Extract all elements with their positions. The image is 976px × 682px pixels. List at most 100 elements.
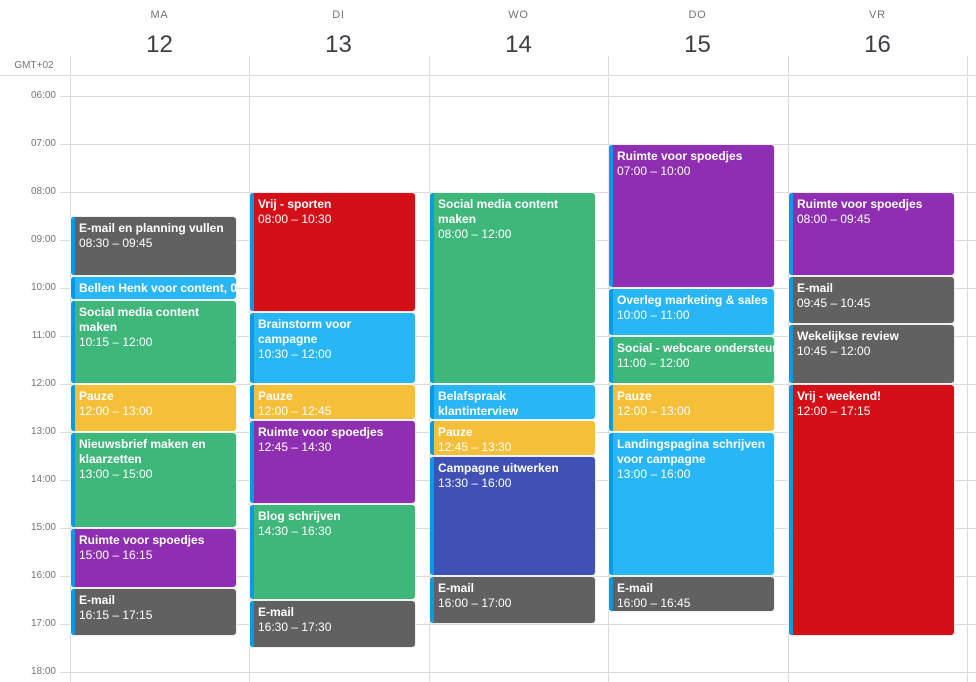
event-title: Ruimte voor spoedjes [79,533,205,547]
event-title: E-mail [258,605,295,619]
day-abbr: VR [869,9,886,21]
calendar-event[interactable]: Ruimte voor spoedjes 08:00 – 09:45 [788,192,955,276]
hour-label: 09:00 [30,234,56,245]
calendar-event[interactable]: Social - webcare ondersteuning11:00 – 12… [608,336,775,384]
calendar-event[interactable]: E-mail 16:00 – 17:00 [429,576,596,624]
header-divider [788,56,789,76]
event-time: 12:45 – 13:30 [438,440,512,454]
calendar-event[interactable]: E-mail 09:45 – 10:45 [788,276,955,324]
calendar-event[interactable]: E-mail en planning vullen 08:30 – 09:45 [70,216,237,276]
hour-label: 18:00 [30,666,56,677]
event-accent-bar [250,601,254,647]
event-time: 07:00 – 10:00 [617,164,691,178]
event-accent-bar [71,301,75,383]
day-number[interactable]: 14 [505,31,532,58]
event-accent-bar [430,457,434,575]
event-accent-bar [430,193,434,383]
calendar-event[interactable]: Social media content maken 10:15 – 12:00 [70,300,237,384]
day-header-ma[interactable]: MA 12 [70,0,249,76]
calendar-event[interactable]: Pauze 12:45 – 13:30 [429,420,596,456]
hour-label: 08:00 [30,186,56,197]
event-accent-bar [789,277,793,323]
calendar-event[interactable]: Ruimte voor spoedjes 15:00 – 16:15 [70,528,237,588]
calendar-event[interactable]: Ruimte voor spoedjes 07:00 – 10:00 [608,144,775,288]
event-time: 08:30 – 09:45 [79,236,153,250]
calendar-event[interactable]: Social media content maken 08:00 – 12:00 [429,192,596,384]
calendar-event[interactable]: Nieuwsbrief maken en klaarzetten 13:00 – … [70,432,237,528]
event-time: 08:00 – 12:00 [438,227,512,241]
calendar-event[interactable]: Pauze 12:00 – 13:00 [608,384,775,432]
event-time: 12:00 – 13:00 [79,404,153,418]
calendar-event[interactable]: Vrij - weekend! 12:00 – 17:15 [788,384,955,636]
hour-label: 17:00 [30,618,56,629]
event-title: Social - webcare ondersteuning [617,341,774,355]
event-accent-bar [609,385,613,431]
event-accent-bar [71,385,75,431]
event-time: 10:00 – 11:00 [617,308,690,322]
event-accent-bar [789,385,793,635]
calendar-event[interactable]: Brainstorm voor campagne 10:30 – 12:00 [249,312,416,384]
day-header-wo[interactable]: WO 14 [429,0,608,76]
event-time: 16:30 – 17:30 [258,620,332,634]
calendar-event[interactable]: Bellen Henk voor content, 09 [70,276,237,300]
hour-gridline [60,672,976,673]
event-accent-bar [250,505,254,599]
event-accent-bar [430,577,434,623]
calendar-event[interactable]: E-mail 16:15 – 17:15 [70,588,237,636]
hour-label: 06:00 [30,90,56,101]
day-header-do[interactable]: DO 15 [608,0,787,76]
event-title: Belafspraak klantinterview [438,389,519,418]
hour-label: 15:00 [30,522,56,533]
event-title: E-mail [797,281,834,295]
hour-label: 16:00 [30,570,56,581]
day-number[interactable]: 12 [146,31,173,58]
event-time: 13:00 – 16:00 [617,467,691,481]
day-number[interactable]: 13 [325,31,352,58]
event-title: Pauze [438,425,473,439]
calendar-event[interactable]: Overleg marketing & sales 10:00 – 11:00 [608,288,775,336]
event-time: 10:30 – 12:00 [258,347,332,361]
hour-label: 10:00 [30,282,56,293]
day-number[interactable]: 15 [684,31,711,58]
calendar-event[interactable]: Pauze 12:00 – 12:45 [249,384,416,420]
timezone-label: GMT+02 [14,60,54,71]
week-header: GMT+02 MA 12 DI 13 WO 14 DO 15 VR 16 [0,0,976,76]
calendar-event[interactable]: E-mail 16:30 – 17:30 [249,600,416,648]
calendar-event[interactable]: Campagne uitwerken 13:30 – 16:00 [429,456,596,576]
event-title: Brainstorm voor campagne [258,317,352,346]
day-number[interactable]: 16 [864,31,891,58]
header-divider [608,56,609,76]
event-time: 08:00 – 09:45 [797,212,871,226]
event-title: Landingspagina schrijven voor campagne [617,437,766,466]
calendar-event[interactable]: Pauze 12:00 – 13:00 [70,384,237,432]
event-accent-bar [71,433,75,527]
calendar-event[interactable]: Wekelijkse review 10:45 – 12:00 [788,324,955,384]
calendar-grid: 06:00 07:00 08:00 09:00 10:00 11:00 12:00 13:00… [0,77,976,682]
day-abbr: WO [508,9,529,21]
event-time: 08:00 – 10:30 [258,212,332,226]
calendar-event[interactable]: Blog schrijven 14:30 – 16:30 [249,504,416,600]
hour-label: 12:00 [30,378,56,389]
day-header-vr[interactable]: VR 16 [788,0,967,76]
event-title: Blog schrijven [258,509,341,523]
hour-label: 14:00 [30,474,56,485]
event-accent-bar [789,325,793,383]
event-time: 16:15 – 17:15 [79,608,153,622]
calendar-event[interactable]: Landingspagina schrijven voor campagne 13… [608,432,775,576]
event-accent-bar [609,433,613,575]
calendar-event[interactable]: Vrij - sporten 08:00 – 10:30 [249,192,416,312]
calendar-event[interactable]: Ruimte voor spoedjes 12:45 – 14:30 [249,420,416,504]
event-time: 10:15 – 12:00 [79,335,153,349]
calendar-event[interactable]: Belafspraak klantinterview12:00 – 12:45 [429,384,596,420]
calendar-event[interactable]: E-mail 16:00 – 16:45 [608,576,775,612]
event-title: Overleg marketing & sales [617,293,768,307]
day-header-di[interactable]: DI 13 [249,0,428,76]
header-divider [967,56,968,76]
event-title: Pauze [258,389,293,403]
header-divider [429,56,430,76]
event-time: 13:00 – 15:00 [79,467,153,481]
event-title: Ruimte voor spoedjes [797,197,923,211]
event-time: 14:30 – 16:30 [258,524,332,538]
event-title: Pauze [79,389,114,403]
event-time: 09:45 – 10:45 [797,296,871,310]
